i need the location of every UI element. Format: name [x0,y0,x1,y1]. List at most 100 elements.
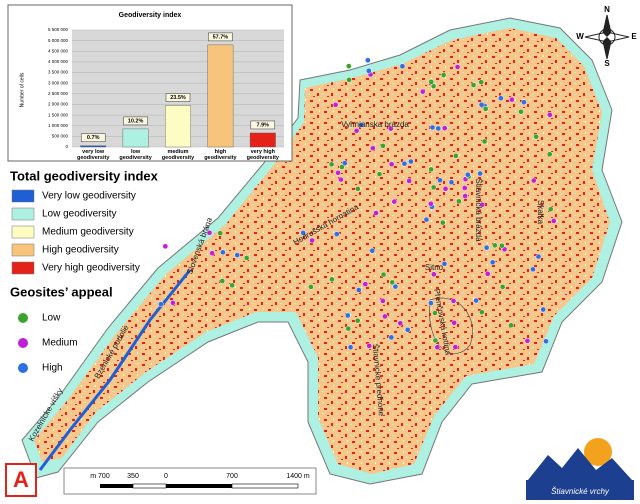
geosite [442,185,449,192]
geosite [535,253,542,260]
share-label-box [80,133,106,143]
geosite [550,218,557,224]
geosite [547,206,554,213]
geosite [499,242,505,249]
share-label-box [250,120,276,130]
geosite [365,67,372,74]
logo-text: Štiavnické vrchy [551,487,610,496]
geosite [508,96,515,103]
geosite [479,309,485,316]
geosite [543,338,549,345]
geosite [432,337,439,344]
geosite [498,95,504,102]
y-tick-label: 1 000 000 [48,123,69,128]
scale-label: 350 [127,473,139,480]
geosite [391,198,398,205]
geosite [419,88,426,95]
geosite [546,151,553,158]
geosite [380,143,386,149]
geosite [439,219,446,226]
geosite [158,301,164,308]
geosite [406,178,413,184]
scale-label: 1400 m [286,473,310,480]
geosite [328,161,335,168]
geosite [209,250,215,257]
geosite [499,284,506,290]
geosite [462,193,468,199]
appeal-label: High [42,363,63,374]
geosite [452,344,459,350]
scale-bar [100,483,299,489]
scale-label: 700 [226,473,238,480]
geosite [376,171,383,177]
geosite [366,342,373,349]
geosite [234,252,241,258]
geosite [387,125,394,132]
place-name: Skalka [536,200,545,225]
geosite [220,249,226,256]
geosite [382,313,388,320]
geosite [341,160,348,166]
geosite [524,337,531,344]
scale-label: 0 [164,473,168,480]
share-label: 23.5% [170,95,186,101]
geosite [428,166,434,173]
compass-e: E [631,32,637,41]
geosite [373,210,379,216]
legend-label: High geodiversity [42,245,119,256]
legend-label: Very low geodiversity [42,191,136,202]
geosite [473,297,479,304]
appeal-label: Medium [42,338,78,349]
geosite [452,152,459,159]
geosite [309,237,315,244]
geosite [401,160,408,167]
bar [249,132,276,148]
geosite [481,138,488,145]
y-tick-label: 0 [65,144,68,149]
appeal-swatch [18,338,28,348]
logo [526,438,634,500]
y-tick-label: 500 000 [52,134,69,139]
geosite [441,260,448,267]
legend-swatch [11,207,35,221]
bar [80,145,107,148]
panel-label: A [13,467,29,492]
geosite [300,230,307,236]
share-label: 57.7% [213,34,229,40]
geosite [408,158,414,165]
geosite [170,299,176,306]
geosite [339,164,345,170]
geosite [430,83,437,90]
geosite [450,298,457,304]
geosite [162,243,169,250]
geosite [456,198,462,205]
geosite [388,161,395,168]
geosite [482,106,489,112]
legend-swatch [11,225,35,239]
geosite [427,200,434,207]
geosite [530,266,536,273]
geosite [430,271,437,278]
place-name: Sitno [425,263,444,272]
compass-w: W [576,32,584,41]
scale-frame [63,467,317,495]
y-tick-label: 2 500 000 [48,91,69,96]
geosite [404,326,411,333]
legend-swatch [11,243,35,257]
geosite [217,230,224,237]
y-tick-label: 2 000 000 [48,102,69,107]
compass-rose [584,14,630,60]
y-tick-label: 5 500 000 [48,27,69,32]
geosite [423,216,430,223]
appeal-swatch [18,313,28,323]
geosite [484,270,491,277]
geosite [392,283,399,290]
geosite [345,325,352,332]
geosite [518,108,524,115]
geosite [470,82,477,88]
y-axis-title: Number of cells [19,72,25,107]
x-tick-label: high geodiversity [204,149,237,161]
x-tick-label: very low geodiversity [76,149,110,161]
